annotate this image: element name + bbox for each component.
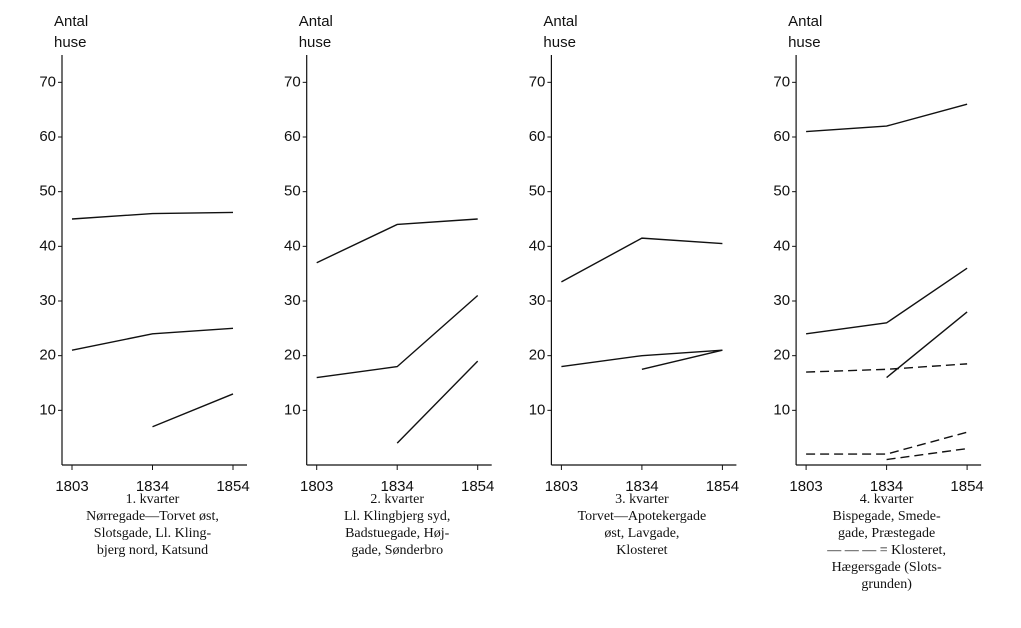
y-tick-label: 20 xyxy=(773,347,790,364)
y-tick-label: 10 xyxy=(284,401,301,418)
caption: bjerg nord, Katsund xyxy=(97,543,208,558)
caption: 2. kvarter xyxy=(370,492,424,507)
x-tick-label: 1803 xyxy=(55,478,88,495)
y-tick-label: 40 xyxy=(529,237,546,254)
caption: gade, Præstegade xyxy=(838,526,935,541)
y-tick-label: 20 xyxy=(529,347,546,364)
x-tick-label: 1834 xyxy=(870,478,903,495)
series-line xyxy=(806,363,968,373)
series-line xyxy=(886,447,968,461)
y-axis-label: huse xyxy=(543,34,576,51)
y-tick-label: 20 xyxy=(39,347,56,364)
caption: 4. kvarter xyxy=(860,492,914,507)
series-line xyxy=(396,360,479,444)
caption: Hægersgade (Slots- xyxy=(832,560,942,575)
caption: Ll. Klingbjerg syd, xyxy=(344,509,450,524)
y-tick-label: 30 xyxy=(39,292,56,309)
series-line xyxy=(316,218,478,264)
y-axis-label: huse xyxy=(299,34,332,51)
x-tick-label: 1854 xyxy=(950,478,983,495)
series-line xyxy=(641,349,723,371)
x-tick-label: 1803 xyxy=(300,478,333,495)
y-tick-label: 10 xyxy=(773,401,790,418)
series-line xyxy=(806,103,968,133)
x-tick-label: 1834 xyxy=(625,478,658,495)
y-tick-label: 30 xyxy=(773,292,790,309)
series-line xyxy=(152,393,234,428)
x-tick-label: 1854 xyxy=(706,478,739,495)
caption: Bispegade, Smede- xyxy=(833,509,941,524)
x-tick-label: 1803 xyxy=(545,478,578,495)
y-tick-label: 70 xyxy=(529,73,546,90)
series-line xyxy=(71,327,234,351)
y-tick-label: 70 xyxy=(773,73,790,90)
y-tick-label: 30 xyxy=(284,292,301,309)
y-tick-label: 50 xyxy=(529,183,546,200)
y-tick-label: 60 xyxy=(39,128,56,145)
y-tick-label: 30 xyxy=(529,292,546,309)
y-tick-label: 40 xyxy=(39,237,56,254)
y-tick-label: 10 xyxy=(39,401,56,418)
y-axis-label: Antal xyxy=(54,13,88,30)
y-axis-label: Antal xyxy=(543,13,577,30)
y-tick-label: 50 xyxy=(39,183,56,200)
series-line xyxy=(806,267,968,335)
caption: Klosteret xyxy=(616,543,667,558)
series-line xyxy=(806,431,968,455)
caption: 1. kvarter xyxy=(126,492,180,507)
y-tick-label: 40 xyxy=(284,237,301,254)
x-tick-label: 1834 xyxy=(381,478,414,495)
y-tick-label: 70 xyxy=(39,73,56,90)
series-line xyxy=(886,311,968,379)
series-line xyxy=(561,349,723,368)
caption: Torvet—Apotekergade xyxy=(578,509,707,524)
caption: 3. kvarter xyxy=(615,492,669,507)
y-tick-label: 10 xyxy=(529,401,546,418)
y-tick-label: 70 xyxy=(284,73,301,90)
y-axis-label: Antal xyxy=(788,13,822,30)
caption: gade, Sønderbro xyxy=(351,543,443,558)
series-line xyxy=(561,237,723,283)
caption: Nørregade—Torvet øst, xyxy=(86,509,219,524)
y-axis-label: Antal xyxy=(299,13,333,30)
series-line xyxy=(71,211,234,220)
y-tick-label: 40 xyxy=(773,237,790,254)
y-tick-label: 60 xyxy=(284,128,301,145)
series-line xyxy=(316,295,479,379)
y-tick-label: 20 xyxy=(284,347,301,364)
y-tick-label: 60 xyxy=(773,128,790,145)
x-tick-label: 1834 xyxy=(136,478,169,495)
y-tick-label: 50 xyxy=(773,183,790,200)
x-tick-label: 1854 xyxy=(461,478,494,495)
caption: Badstuegade, Høj- xyxy=(345,526,450,541)
y-tick-label: 60 xyxy=(529,128,546,145)
y-axis-label: huse xyxy=(54,34,87,51)
caption: øst, Lavgade, xyxy=(604,526,679,541)
caption: Slotsgade, Ll. Kling- xyxy=(94,526,212,541)
x-tick-label: 1803 xyxy=(789,478,822,495)
x-tick-label: 1854 xyxy=(216,478,249,495)
y-tick-label: 50 xyxy=(284,183,301,200)
caption: grunden) xyxy=(861,577,912,592)
y-axis-label: huse xyxy=(788,34,821,51)
caption: — — — = Klosteret, xyxy=(826,543,946,558)
